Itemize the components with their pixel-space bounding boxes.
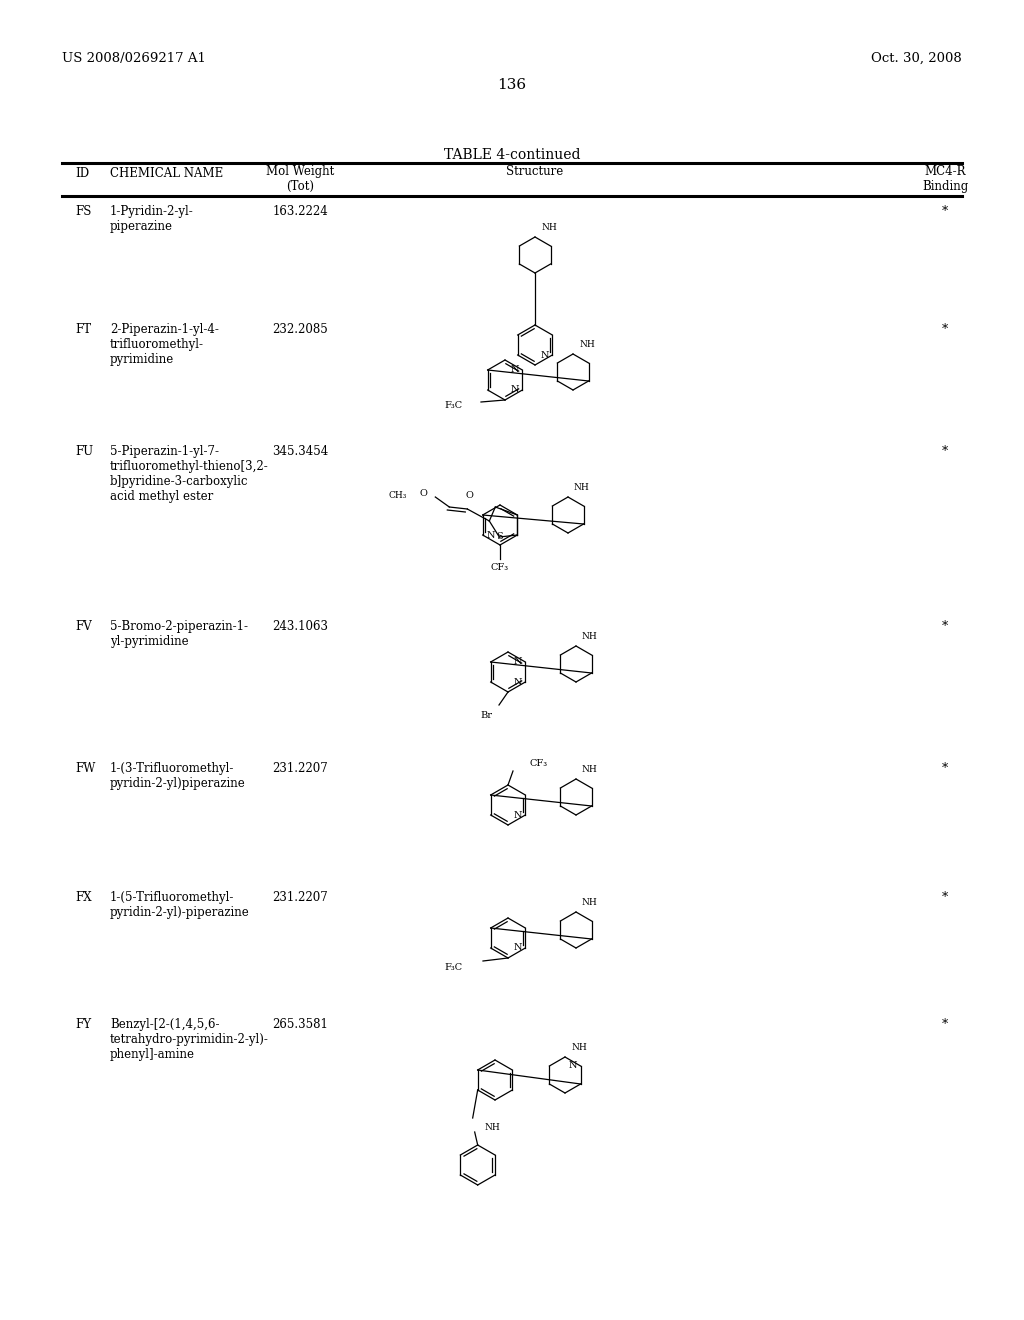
Text: FS: FS [75, 205, 91, 218]
Text: 163.2224: 163.2224 [272, 205, 328, 218]
Text: NH: NH [582, 632, 598, 642]
Text: CF₃: CF₃ [529, 759, 547, 767]
Text: NH: NH [571, 1043, 587, 1052]
Text: CHEMICAL NAME: CHEMICAL NAME [110, 168, 223, 180]
Text: N: N [511, 366, 519, 375]
Text: Br: Br [480, 710, 492, 719]
Text: *: * [942, 445, 948, 458]
Text: FW: FW [75, 762, 95, 775]
Text: 136: 136 [498, 78, 526, 92]
Text: NH: NH [574, 483, 590, 492]
Text: 2-Piperazin-1-yl-4-
trifluoromethyl-
pyrimidine: 2-Piperazin-1-yl-4- trifluoromethyl- pyr… [110, 323, 219, 366]
Text: Oct. 30, 2008: Oct. 30, 2008 [871, 51, 962, 65]
Text: CF₃: CF₃ [490, 562, 509, 572]
Text: Mol Weight
(Tot): Mol Weight (Tot) [266, 165, 334, 193]
Text: FV: FV [75, 620, 92, 634]
Text: NH: NH [579, 341, 595, 348]
Text: 231.2207: 231.2207 [272, 762, 328, 775]
Text: *: * [942, 891, 948, 904]
Text: NH: NH [484, 1123, 501, 1133]
Text: *: * [942, 323, 948, 337]
Text: NH: NH [541, 223, 557, 232]
Text: N: N [514, 944, 522, 953]
Text: 1-(5-Trifluoromethyl-
pyridin-2-yl)-piperazine: 1-(5-Trifluoromethyl- pyridin-2-yl)-pipe… [110, 891, 250, 919]
Text: O: O [465, 491, 473, 499]
Text: FT: FT [75, 323, 91, 337]
Text: MC4-R
Binding: MC4-R Binding [922, 165, 968, 193]
Text: 243.1063: 243.1063 [272, 620, 328, 634]
Text: NH: NH [582, 898, 598, 907]
Text: 232.2085: 232.2085 [272, 323, 328, 337]
Text: 265.3581: 265.3581 [272, 1018, 328, 1031]
Text: Benzyl-[2-(1,4,5,6-
tetrahydro-pyrimidin-2-yl)-
phenyl]-amine: Benzyl-[2-(1,4,5,6- tetrahydro-pyrimidin… [110, 1018, 269, 1061]
Text: 231.2207: 231.2207 [272, 891, 328, 904]
Text: F₃C: F₃C [444, 400, 463, 409]
Text: NH: NH [582, 766, 598, 774]
Text: N: N [541, 351, 549, 359]
Text: 1-(3-Trifluoromethyl-
pyridin-2-yl)piperazine: 1-(3-Trifluoromethyl- pyridin-2-yl)piper… [110, 762, 246, 789]
Text: *: * [942, 205, 948, 218]
Text: N: N [514, 810, 522, 820]
Text: FU: FU [75, 445, 93, 458]
Text: N: N [568, 1061, 577, 1071]
Text: *: * [942, 620, 948, 634]
Text: ID: ID [75, 168, 89, 180]
Text: FY: FY [75, 1018, 91, 1031]
Text: 1-Pyridin-2-yl-
piperazine: 1-Pyridin-2-yl- piperazine [110, 205, 194, 234]
Text: *: * [942, 762, 948, 775]
Text: TABLE 4-continued: TABLE 4-continued [443, 148, 581, 162]
Text: N: N [486, 531, 496, 540]
Text: N: N [514, 657, 522, 667]
Text: 5-Bromo-2-piperazin-1-
yl-pyrimidine: 5-Bromo-2-piperazin-1- yl-pyrimidine [110, 620, 248, 648]
Text: Structure: Structure [507, 165, 563, 178]
Text: S: S [497, 532, 504, 541]
Text: O: O [420, 488, 427, 498]
Text: 5-Piperazin-1-yl-7-
trifluoromethyl-thieno[3,2-
b]pyridine-3-carboxylic
acid met: 5-Piperazin-1-yl-7- trifluoromethyl-thie… [110, 445, 268, 503]
Text: 345.3454: 345.3454 [272, 445, 328, 458]
Text: N: N [511, 385, 519, 395]
Text: CH₃: CH₃ [389, 491, 408, 499]
Text: F₃C: F₃C [444, 964, 463, 973]
Text: FX: FX [75, 891, 91, 904]
Text: N: N [514, 677, 522, 686]
Text: US 2008/0269217 A1: US 2008/0269217 A1 [62, 51, 206, 65]
Text: *: * [942, 1018, 948, 1031]
